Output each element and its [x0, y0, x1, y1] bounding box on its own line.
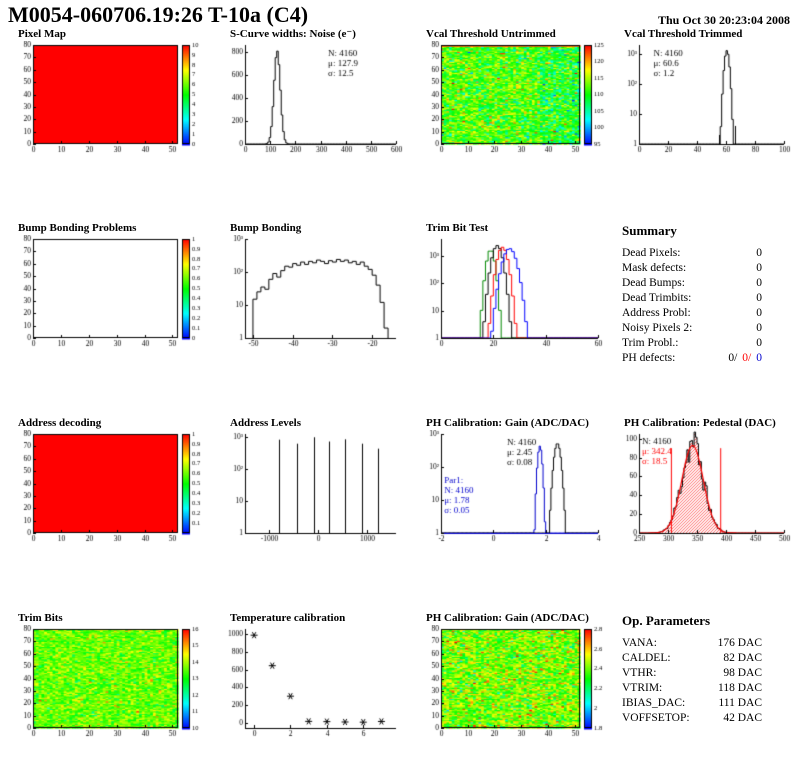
plot-title: Trim Bit Test	[426, 222, 489, 234]
plot-ph-calibration-gain-map: PH Calibration: Gain (ADC/DAC)	[414, 612, 608, 741]
op-row-value: 82 DAC	[723, 652, 762, 664]
ph-gain-map-canvas	[414, 625, 608, 741]
address-decoding-canvas	[6, 430, 206, 546]
plot-bump-bonding: Bump Bonding	[218, 222, 406, 351]
summary-row-label: Trim Probl.:	[622, 337, 679, 349]
plot-title: Pixel Map	[18, 28, 66, 40]
op-parameters-title: Op. Parameters	[622, 613, 711, 628]
plot-title: PH Calibration: Gain (ADC/DAC)	[426, 417, 589, 429]
vcal-untrimmed-canvas	[414, 41, 608, 157]
op-parameters-rows: VANA: 176 DAC CALDEL: 82 DAC VTHR: 98 DAC VTRI…	[622, 636, 794, 726]
summary-row-label: Dead Trimbits:	[622, 292, 692, 304]
temperature-calibration-canvas	[218, 625, 406, 741]
plot-title: Bump Bonding Problems	[18, 222, 137, 234]
summary-row-label: Dead Bumps:	[622, 277, 685, 289]
plot-title: Vcal Threshold Trimmed	[624, 28, 743, 40]
summary-ph-defects-values: 0/0/0	[728, 352, 762, 364]
address-levels-canvas	[218, 430, 406, 546]
bump-bonding-canvas	[218, 235, 406, 351]
summary-ph-defects-row: PH defects: 0/0/0	[622, 351, 762, 366]
op-row-value: 42 DAC	[723, 712, 762, 724]
op-row-label: CALDEL:	[622, 652, 671, 664]
summary-row-value: 0	[756, 322, 762, 334]
plot-title: Bump Bonding	[230, 222, 302, 234]
scurve-noise-canvas	[218, 41, 406, 157]
bump-bonding-problems-canvas	[6, 235, 206, 351]
op-row: CALDEL: 82 DAC	[622, 651, 762, 666]
op-row: VTHR: 98 DAC	[622, 666, 762, 681]
summary-panel: Summary Dead Pixels: 0 Mask defects: 0 Dead …	[612, 222, 794, 366]
trim-bit-test-canvas	[414, 235, 608, 351]
op-row-label: VTRIM:	[622, 682, 663, 694]
summary-row: Trim Probl.: 0	[622, 336, 762, 351]
summary-row-value: 0	[756, 247, 762, 259]
summary-row: Dead Pixels: 0	[622, 246, 762, 261]
summary-row: Dead Trimbits: 0	[622, 291, 762, 306]
plot-title: Trim Bits	[18, 612, 63, 624]
op-row-value: 111 DAC	[718, 697, 762, 709]
plot-ph-calibration-gain-hist: PH Calibration: Gain (ADC/DAC)	[414, 417, 608, 546]
summary-row-value: 0	[756, 337, 762, 349]
op-row-value: 98 DAC	[723, 667, 762, 679]
summary-row-label: Dead Pixels:	[622, 247, 681, 259]
plot-title: PH Calibration: Gain (ADC/DAC)	[426, 612, 589, 624]
summary-row-label: Mask defects:	[622, 262, 687, 274]
pixel-map-canvas	[6, 41, 206, 157]
timestamp: Thu Oct 30 20:23:04 2008	[658, 13, 790, 27]
op-row-value: 118 DAC	[718, 682, 762, 694]
trim-bits-map-canvas	[6, 625, 206, 741]
plot-trim-bit-test: Trim Bit Test	[414, 222, 608, 351]
summary-title: Summary	[622, 223, 677, 238]
plot-temperature-calibration: Temperature calibration	[218, 612, 406, 741]
plot-title: Address Levels	[230, 417, 301, 429]
page-title: M0054-060706.19:26 T-10a (C4)	[8, 2, 309, 27]
op-row-label: VTHR:	[622, 667, 657, 679]
plot-title: S-Curve widths: Noise (e⁻)	[230, 28, 356, 40]
plot-address-levels: Address Levels	[218, 417, 406, 546]
summary-row-label: Noisy Pixels 2:	[622, 322, 693, 334]
summary-row: Dead Bumps: 0	[622, 276, 762, 291]
plot-trim-bits-map: Trim Bits	[6, 612, 206, 741]
plot-address-decoding: Address decoding	[6, 417, 206, 546]
op-row: IBIAS_DAC: 111 DAC	[622, 696, 762, 711]
plot-vcal-threshold-untrimmed: Vcal Threshold Untrimmed	[414, 28, 608, 157]
vcal-trimmed-canvas	[612, 41, 794, 157]
summary-row-value: 0	[756, 307, 762, 319]
plot-vcal-threshold-trimmed: Vcal Threshold Trimmed	[612, 28, 794, 157]
summary-row-value: 0	[756, 277, 762, 289]
summary-row-label: Address Probl:	[622, 307, 691, 319]
summary-rows: Dead Pixels: 0 Mask defects: 0 Dead Bumps: 0 D…	[622, 246, 794, 366]
plot-title: Temperature calibration	[230, 612, 346, 624]
summary-row: Mask defects: 0	[622, 261, 762, 276]
ph-gain-hist-canvas	[414, 430, 608, 546]
plot-pixel-map: Pixel Map	[6, 28, 206, 157]
plot-title: Vcal Threshold Untrimmed	[426, 28, 556, 40]
plot-scurve-noise: S-Curve widths: Noise (e⁻)	[218, 28, 406, 157]
op-row: VANA: 176 DAC	[622, 636, 762, 651]
op-row: VTRIM: 118 DAC	[622, 681, 762, 696]
op-row-label: VOFFSETOP:	[622, 712, 690, 724]
op-row-label: VANA:	[622, 637, 657, 649]
op-row-label: IBIAS_DAC:	[622, 697, 686, 709]
summary-row: Address Probl: 0	[622, 306, 762, 321]
summary-row-value: 0	[756, 262, 762, 274]
op-parameters-panel: Op. Parameters VANA: 176 DAC CALDEL: 82 DAC…	[612, 612, 794, 726]
op-row-value: 176 DAC	[717, 637, 762, 649]
op-row: VOFFSETOP: 42 DAC	[622, 711, 762, 726]
plot-bump-bonding-problems: Bump Bonding Problems	[6, 222, 206, 351]
ph-pedestal-canvas	[612, 430, 794, 546]
plot-title: Address decoding	[18, 417, 102, 429]
plot-title: PH Calibration: Pedestal (DAC)	[624, 417, 776, 429]
summary-row: Noisy Pixels 2: 0	[622, 321, 762, 336]
summary-row-label: PH defects:	[622, 352, 676, 364]
summary-row-value: 0	[756, 292, 762, 304]
plot-ph-calibration-pedestal: PH Calibration: Pedestal (DAC)	[612, 417, 794, 546]
